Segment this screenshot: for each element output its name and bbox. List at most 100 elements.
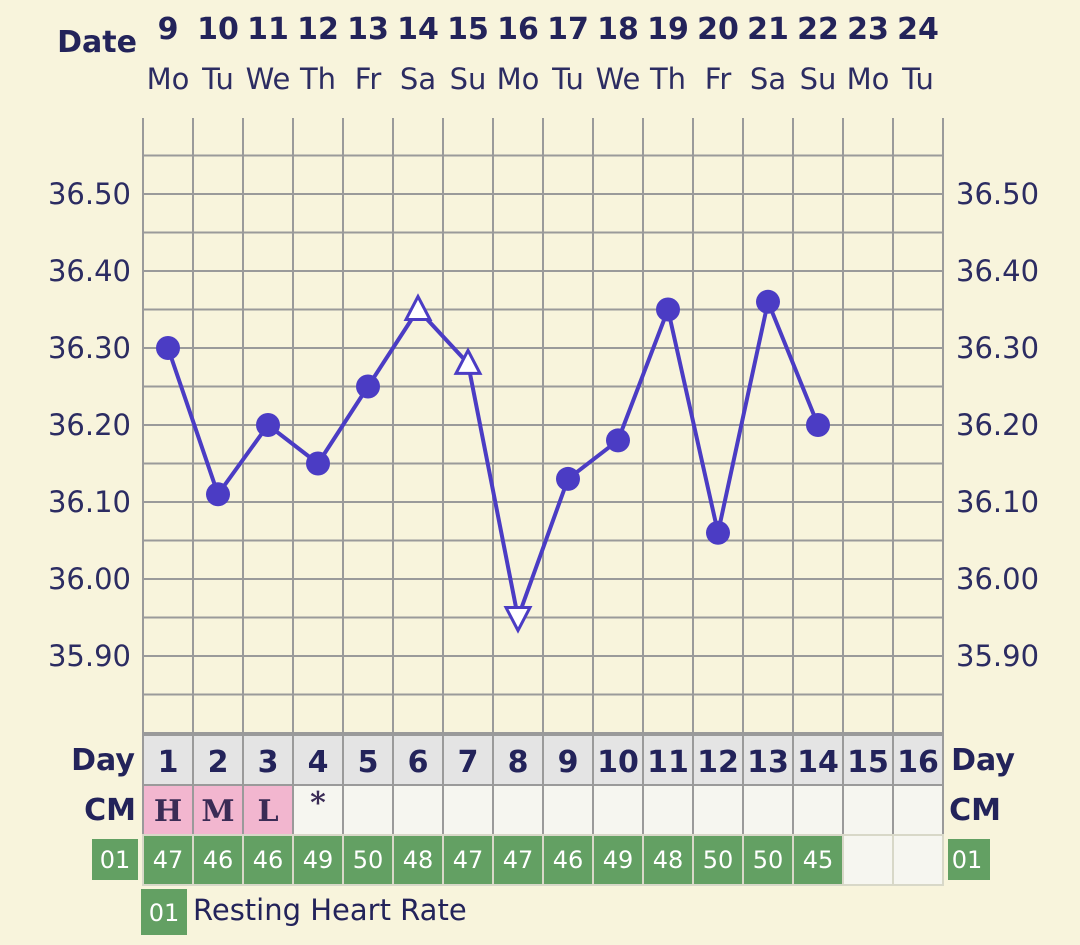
cm-cell bbox=[242, 784, 294, 836]
heart-rate-value: 47 bbox=[503, 846, 534, 874]
cycle-day-number: 14 bbox=[797, 745, 839, 780]
cm-label-left: CM bbox=[84, 793, 136, 828]
date-number: 12 bbox=[297, 12, 339, 47]
weekday-label: Sa bbox=[750, 62, 786, 96]
heart-rate-value: 46 bbox=[553, 846, 584, 874]
data-point bbox=[206, 482, 230, 507]
cycle-day-number: 2 bbox=[208, 745, 229, 780]
cycle-day-number: 10 bbox=[597, 745, 639, 780]
weekday-label: Mo bbox=[497, 62, 540, 96]
date-number: 24 bbox=[897, 12, 939, 47]
heart-rate-value: 45 bbox=[803, 846, 834, 874]
heart-rate-cell bbox=[242, 834, 294, 886]
data-point-triangle-down bbox=[503, 606, 533, 634]
day-cell bbox=[692, 734, 744, 786]
cm-cell bbox=[392, 784, 444, 836]
ytick-left: 36.00 bbox=[48, 562, 131, 596]
date-number: 20 bbox=[697, 12, 739, 47]
cm-value: * bbox=[310, 786, 326, 821]
ytick-left: 36.30 bbox=[48, 331, 131, 365]
cm-cell bbox=[742, 784, 794, 836]
heart-rate-value: 50 bbox=[703, 846, 734, 874]
cycle-day-number: 3 bbox=[258, 745, 279, 780]
heart-rate-value: 46 bbox=[253, 846, 284, 874]
heart-rate-badge-left bbox=[92, 839, 138, 880]
weekday-label: Tu bbox=[551, 62, 584, 96]
date-number: 18 bbox=[597, 12, 639, 47]
heart-rate-cell bbox=[442, 834, 494, 886]
data-point-triangle-up bbox=[403, 293, 433, 321]
ytick-right: 35.90 bbox=[956, 639, 1039, 673]
weekday-label: Tu bbox=[901, 62, 934, 96]
ytick-right: 36.00 bbox=[956, 562, 1039, 596]
ytick-right: 36.40 bbox=[956, 254, 1039, 288]
ytick-left: 36.40 bbox=[48, 254, 131, 288]
heart-rate-cell bbox=[142, 834, 194, 886]
data-point bbox=[706, 520, 730, 545]
cm-value: L bbox=[257, 794, 278, 829]
cycle-day-number: 6 bbox=[408, 745, 429, 780]
heart-rate-value: 46 bbox=[203, 846, 234, 874]
date-number: 14 bbox=[397, 12, 439, 47]
legend-badge bbox=[141, 889, 187, 935]
date-label: Date bbox=[57, 25, 137, 60]
data-point bbox=[556, 466, 580, 491]
weekday-label: Sa bbox=[400, 62, 436, 96]
cycle-day-number: 5 bbox=[358, 745, 379, 780]
heart-rate-badge-right bbox=[948, 839, 990, 880]
ytick-left: 36.10 bbox=[48, 485, 131, 519]
weekday-label: We bbox=[246, 62, 291, 96]
heart-rate-cell bbox=[192, 834, 244, 886]
weekday-label: We bbox=[596, 62, 641, 96]
day-cell bbox=[492, 734, 544, 786]
data-point bbox=[756, 289, 780, 314]
heart-rate-cell bbox=[742, 834, 794, 886]
weekday-label: Su bbox=[800, 62, 837, 96]
cycle-day-number: 4 bbox=[308, 745, 329, 780]
cycle-day-number: 15 bbox=[847, 745, 889, 780]
heart-rate-value: 47 bbox=[453, 846, 484, 874]
cm-label-right: CM bbox=[949, 793, 1001, 828]
heart-rate-value: 48 bbox=[403, 846, 434, 874]
data-point-triangle-up bbox=[453, 347, 483, 375]
heart-rate-cell bbox=[642, 834, 694, 886]
weekday-label: Th bbox=[299, 62, 336, 96]
ytick-right: 36.10 bbox=[956, 485, 1039, 519]
weekday-label: Fr bbox=[355, 62, 382, 96]
data-point bbox=[156, 336, 180, 360]
cm-cell bbox=[592, 784, 644, 836]
date-number: 22 bbox=[797, 12, 839, 47]
weekday-label: Th bbox=[649, 62, 686, 96]
cm-cell bbox=[542, 784, 594, 836]
ytick-right: 36.30 bbox=[956, 331, 1039, 365]
day-cell bbox=[242, 734, 294, 786]
ytick-right: 36.20 bbox=[956, 408, 1039, 442]
heart-rate-cell bbox=[842, 834, 894, 886]
cycle-day-number: 13 bbox=[747, 745, 789, 780]
data-point bbox=[256, 413, 280, 437]
day-label-left: Day bbox=[71, 743, 135, 778]
date-number: 11 bbox=[247, 12, 289, 47]
data-point bbox=[806, 413, 830, 437]
ytick-left: 36.20 bbox=[48, 408, 131, 442]
heart-rate-value: 49 bbox=[303, 846, 334, 874]
heart-rate-badge-right-text: 01 bbox=[952, 846, 983, 874]
day-cell bbox=[142, 734, 194, 786]
cm-cell bbox=[692, 784, 744, 836]
heart-rate-value: 50 bbox=[753, 846, 784, 874]
cm-cell bbox=[442, 784, 494, 836]
weekday-label: Su bbox=[450, 62, 487, 96]
day-cell bbox=[542, 734, 594, 786]
heart-rate-value: 47 bbox=[153, 846, 184, 874]
cycle-day-number: 11 bbox=[647, 745, 689, 780]
date-number: 10 bbox=[197, 12, 239, 47]
date-number: 19 bbox=[647, 12, 689, 47]
cm-value: H bbox=[154, 794, 182, 829]
cycle-day-number: 1 bbox=[158, 745, 179, 780]
legend-text: Resting Heart Rate bbox=[193, 893, 467, 927]
data-point bbox=[356, 374, 380, 399]
cm-cell bbox=[642, 784, 694, 836]
date-number: 9 bbox=[158, 12, 179, 47]
cycle-day-number: 7 bbox=[458, 745, 479, 780]
ytick-left: 36.50 bbox=[48, 177, 131, 211]
